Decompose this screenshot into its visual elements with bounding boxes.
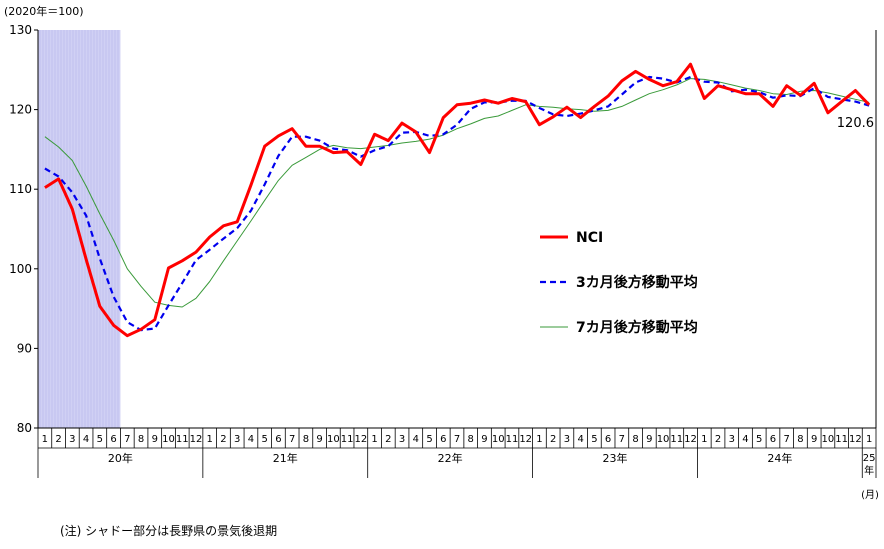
month-label: 5 bbox=[756, 434, 762, 445]
year-label: 21年 bbox=[273, 451, 298, 465]
month-label: 8 bbox=[797, 434, 803, 445]
month-label: 9 bbox=[811, 434, 817, 445]
month-label: 8 bbox=[303, 434, 309, 445]
month-label: 10 bbox=[657, 434, 670, 445]
series-line-1 bbox=[44, 75, 870, 332]
y-tick-label: 90 bbox=[17, 341, 32, 355]
month-label: 11 bbox=[835, 434, 848, 445]
y-tick-label: 130 bbox=[9, 23, 32, 37]
month-label: 7 bbox=[124, 434, 130, 445]
y-tick-label: 100 bbox=[9, 262, 32, 276]
legend-label: NCI bbox=[576, 230, 603, 246]
legend-label: 3カ月後方移動平均 bbox=[576, 274, 698, 291]
month-label: 10 bbox=[327, 434, 340, 445]
month-label: 2 bbox=[385, 434, 391, 445]
month-label: 4 bbox=[413, 434, 419, 445]
month-label: 11 bbox=[670, 434, 683, 445]
month-label: 12 bbox=[519, 434, 532, 445]
month-label: 2 bbox=[55, 434, 61, 445]
month-unit-label: (月) bbox=[861, 489, 879, 501]
month-label: 7 bbox=[289, 434, 295, 445]
month-label: 11 bbox=[176, 434, 189, 445]
month-label: 8 bbox=[632, 434, 638, 445]
month-label: 6 bbox=[770, 434, 776, 445]
month-label: 1 bbox=[866, 434, 872, 445]
year-label: 23年 bbox=[602, 451, 627, 465]
month-label: 7 bbox=[784, 434, 790, 445]
end-value-label: 120.6 bbox=[837, 116, 874, 131]
month-label: 4 bbox=[577, 434, 583, 445]
month-label: 2 bbox=[715, 434, 721, 445]
y-tick-label: 120 bbox=[9, 103, 32, 117]
month-label: 11 bbox=[341, 434, 354, 445]
month-label: 12 bbox=[684, 434, 697, 445]
year-label: 24年 bbox=[767, 451, 792, 465]
month-label: 5 bbox=[591, 434, 597, 445]
month-label: 1 bbox=[371, 434, 377, 445]
footnote: (注) シャドー部分は長野県の景気後退期 bbox=[60, 524, 278, 538]
month-label: 4 bbox=[248, 434, 254, 445]
month-label: 9 bbox=[646, 434, 652, 445]
month-label: 2 bbox=[220, 434, 226, 445]
y-unit-label: (2020年＝100) bbox=[4, 4, 84, 18]
month-label: 3 bbox=[234, 434, 240, 445]
series-line-0 bbox=[44, 62, 871, 338]
month-label: 10 bbox=[492, 434, 505, 445]
month-label: 9 bbox=[316, 434, 322, 445]
month-label: 3 bbox=[399, 434, 405, 445]
month-label: 3 bbox=[564, 434, 570, 445]
month-label: 7 bbox=[454, 434, 460, 445]
month-label: 9 bbox=[481, 434, 487, 445]
month-label: 12 bbox=[354, 434, 367, 445]
month-label: 8 bbox=[138, 434, 144, 445]
month-label: 7 bbox=[619, 434, 625, 445]
year-label: 25 bbox=[863, 453, 876, 464]
month-label: 8 bbox=[468, 434, 474, 445]
month-label: 10 bbox=[822, 434, 835, 445]
month-label: 4 bbox=[742, 434, 748, 445]
y-tick-label: 110 bbox=[9, 182, 32, 196]
month-label: 5 bbox=[426, 434, 432, 445]
month-label: 6 bbox=[440, 434, 446, 445]
y-tick-label: 80 bbox=[17, 421, 32, 435]
series-line-2 bbox=[44, 78, 870, 308]
month-label: 11 bbox=[506, 434, 519, 445]
month-label: 12 bbox=[190, 434, 203, 445]
month-label: 3 bbox=[69, 434, 75, 445]
year-label: 22年 bbox=[438, 451, 463, 465]
month-label: 10 bbox=[162, 434, 175, 445]
month-label: 6 bbox=[605, 434, 611, 445]
month-label: 1 bbox=[207, 434, 213, 445]
month-label: 1 bbox=[42, 434, 48, 445]
month-label: 5 bbox=[97, 434, 103, 445]
month-label: 5 bbox=[261, 434, 267, 445]
month-label: 6 bbox=[110, 434, 116, 445]
month-label: 4 bbox=[83, 434, 89, 445]
year-label: 年 bbox=[864, 464, 874, 477]
month-label: 12 bbox=[849, 434, 862, 445]
month-label: 3 bbox=[729, 434, 735, 445]
month-label: 6 bbox=[275, 434, 281, 445]
month-label: 1 bbox=[536, 434, 542, 445]
year-label: 20年 bbox=[108, 451, 133, 465]
month-label: 9 bbox=[152, 434, 158, 445]
month-label: 1 bbox=[701, 434, 707, 445]
legend-label: 7カ月後方移動平均 bbox=[576, 319, 698, 336]
month-label: 2 bbox=[550, 434, 556, 445]
